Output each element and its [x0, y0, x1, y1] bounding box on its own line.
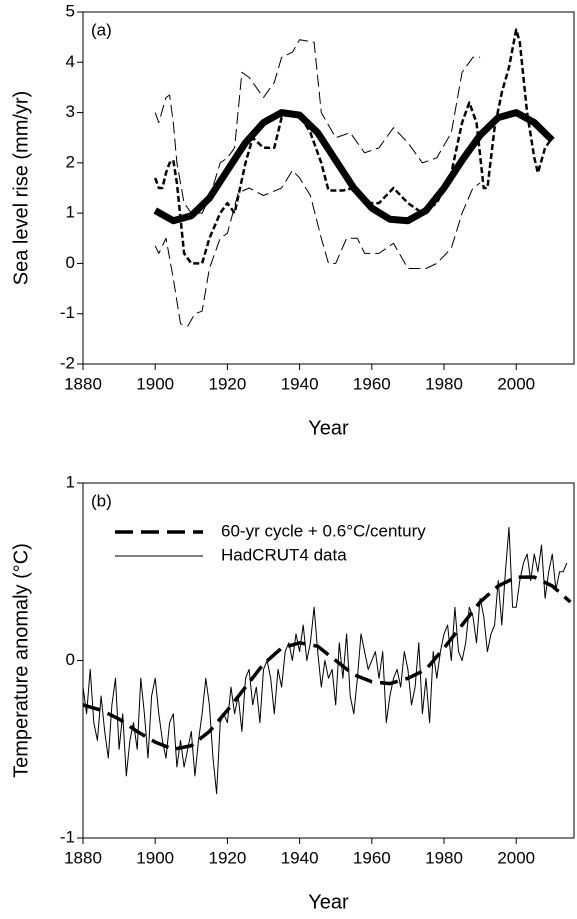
y-tick-label: 5	[66, 1, 75, 20]
x-axis-label: Year	[308, 417, 349, 439]
series-line	[153, 109, 555, 225]
series-line	[83, 526, 568, 795]
panel-label: (a)	[91, 20, 112, 39]
y-tick-label: 4	[66, 52, 75, 71]
y-tick-label: 1	[66, 472, 75, 491]
plot-frame	[82, 11, 575, 365]
x-axis-label: Year	[308, 891, 349, 913]
x-tick-label: 2000	[497, 848, 535, 867]
x-tick-label: 1980	[425, 848, 463, 867]
series-line	[83, 575, 572, 752]
y-tick-label: 2	[66, 152, 75, 171]
y-axis-label: Temperature anomaly (°C)	[10, 543, 32, 778]
x-tick-label: 1940	[281, 848, 319, 867]
y-tick-label: -1	[60, 303, 75, 322]
series-line	[154, 28, 554, 265]
x-tick-label: 1900	[136, 374, 174, 393]
legend-label: HadCRUT4 data	[221, 545, 347, 564]
panel-label: (b)	[91, 491, 112, 510]
y-axis-label: Sea level rise (mm/yr)	[10, 91, 32, 285]
legend-label: 60-yr cycle + 0.6°C/century	[221, 521, 426, 540]
x-tick-label: 1920	[208, 374, 246, 393]
x-tick-label: 2000	[497, 374, 535, 393]
y-tick-label: 0	[66, 253, 75, 272]
x-tick-label: 1980	[425, 374, 463, 393]
y-tick-label: -2	[60, 353, 75, 372]
x-tick-label: 1960	[353, 374, 391, 393]
x-tick-label: 1920	[208, 848, 246, 867]
x-tick-label: 1940	[281, 374, 319, 393]
y-tick-label: 0	[66, 650, 75, 669]
x-tick-label: 1880	[64, 374, 102, 393]
series-line	[154, 169, 481, 327]
y-tick-label: 3	[66, 102, 75, 121]
series-line	[154, 39, 481, 214]
x-tick-label: 1900	[136, 848, 174, 867]
x-tick-label: 1960	[353, 848, 391, 867]
x-tick-label: 1880	[64, 848, 102, 867]
y-tick-label: 1	[66, 203, 75, 222]
y-tick-label: -1	[60, 827, 75, 846]
